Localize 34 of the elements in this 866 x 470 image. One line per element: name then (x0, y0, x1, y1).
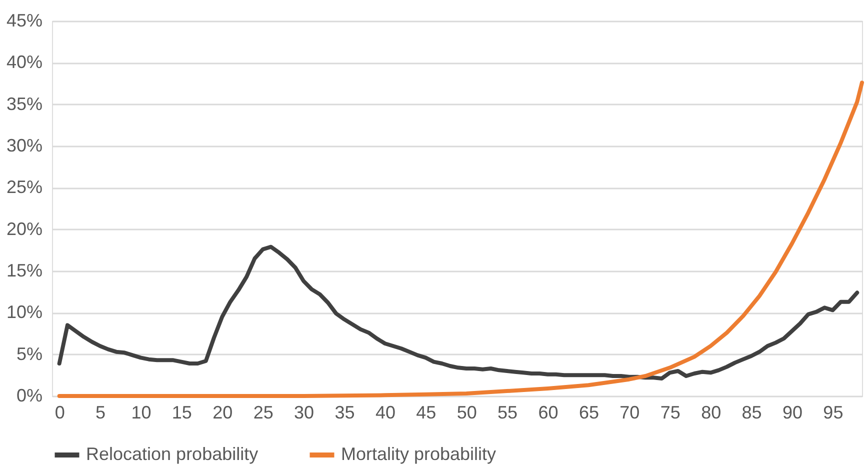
x-tick-label: 75 (660, 402, 680, 422)
x-tick-label: 65 (578, 402, 599, 422)
y-tick-label: 40% (6, 52, 42, 72)
y-tick-label: 15% (6, 260, 42, 280)
y-tick-label: 45% (6, 10, 42, 30)
x-tick-label: 5 (96, 402, 106, 422)
x-tick-label: 90 (782, 402, 803, 422)
x-tick-label: 80 (701, 402, 722, 422)
y-tick-label: 20% (6, 218, 42, 239)
y-tick-label: 10% (6, 302, 42, 322)
y-tick-label: 25% (6, 177, 42, 198)
x-tick-label: 30 (294, 402, 314, 422)
legend-label: Mortality probability (341, 444, 496, 464)
x-tick-label: 85 (742, 402, 762, 422)
x-tick-label: 0 (54, 402, 65, 422)
x-tick-label: 45 (416, 402, 436, 422)
y-tick-label: 35% (6, 94, 42, 114)
x-tick-label: 25 (253, 402, 274, 422)
legend-label: Relocation probability (86, 444, 258, 464)
y-tick-label: 30% (6, 136, 42, 156)
y-tick-label: 0% (16, 386, 42, 406)
x-tick-label: 60 (538, 402, 558, 422)
x-tick-label: 55 (498, 402, 518, 422)
line-series (57, 244, 860, 380)
x-tick-label: 10 (131, 402, 152, 422)
x-tick-label: 20 (212, 402, 233, 422)
x-tick-label: 70 (620, 402, 640, 422)
y-tick-label: 5% (16, 344, 42, 364)
line-series (57, 80, 864, 398)
x-tick-label: 50 (456, 402, 477, 422)
x-tick-label: 40 (375, 402, 396, 422)
x-tick-label: 95 (823, 402, 844, 422)
x-tick-label: 35 (334, 402, 355, 422)
x-tick-label: 15 (172, 402, 192, 422)
